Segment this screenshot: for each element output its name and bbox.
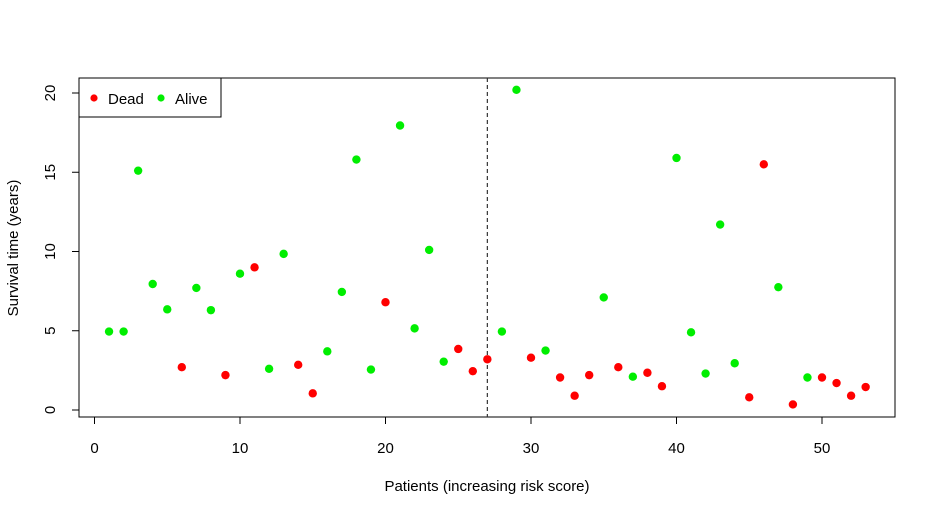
x-axis-label: Patients (increasing risk score) [384,478,589,495]
point-alive [279,249,288,259]
point-alive [337,287,347,297]
point-dead [250,263,259,272]
point-dead [294,360,303,370]
point-alive [235,269,245,278]
point-alive [104,327,114,336]
point-dead [570,391,579,400]
point-alive [628,372,638,381]
point-alive [133,166,143,175]
x-tick-label: 50 [814,440,831,457]
point-alive [730,359,739,368]
point-dead [526,353,536,362]
point-alive [541,346,550,355]
x-tick-label: 0 [90,440,98,457]
point-alive [323,347,332,356]
y-axis: 0 5 10 15 20 [42,85,80,414]
point-dead [846,391,856,400]
point-dead [555,373,565,382]
point-dead [381,298,390,307]
point-dead [221,370,230,380]
legend-label-dead: Dead [108,91,144,108]
point-alive [497,327,507,336]
point-dead [585,370,594,380]
x-tick-label: 10 [232,440,249,457]
point-alive [686,328,696,337]
point-alive [395,121,405,130]
point-alive [803,373,812,382]
point-alive [701,369,710,378]
point-alive [119,327,128,336]
point-dead [861,382,870,392]
point-alive [206,305,216,315]
legend-label-alive: Alive [175,91,208,108]
point-alive [264,364,274,373]
point-alive [512,85,521,95]
x-axis: 0 10 20 30 40 50 [90,416,831,457]
y-tick-label: 10 [42,243,59,260]
point-alive [366,365,376,374]
point-dead [643,368,652,377]
legend-marker-alive [157,94,165,102]
point-dead [308,389,317,398]
y-tick-label: 20 [42,85,59,102]
point-alive [148,279,157,289]
point-alive [424,245,434,255]
point-dead [657,382,667,391]
data-points [104,85,870,409]
point-alive [439,357,448,366]
x-tick-label: 20 [377,440,394,457]
point-alive [774,282,783,292]
y-tick-label: 0 [42,406,59,414]
legend-marker-dead [90,94,98,102]
point-alive [352,155,361,164]
y-tick-label: 5 [42,327,59,335]
point-dead [759,160,768,169]
point-alive [672,153,681,163]
point-dead [817,373,827,382]
y-axis-label: Survival time (years) [5,180,22,317]
point-dead [483,355,492,364]
point-dead [454,344,463,354]
legend-box [78,77,222,118]
point-dead [468,366,477,376]
point-alive [715,220,725,229]
point-alive [192,283,201,293]
point-dead [788,400,798,409]
point-alive [410,324,419,333]
point-alive [163,305,172,314]
point-alive [599,293,608,302]
point-dead [177,363,186,372]
point-dead [614,363,623,372]
point-dead [745,393,754,402]
y-tick-label: 15 [42,164,59,181]
x-tick-label: 30 [523,440,540,457]
x-tick-label: 40 [668,440,685,457]
legend: Dead Alive [78,77,222,118]
point-dead [832,378,841,388]
